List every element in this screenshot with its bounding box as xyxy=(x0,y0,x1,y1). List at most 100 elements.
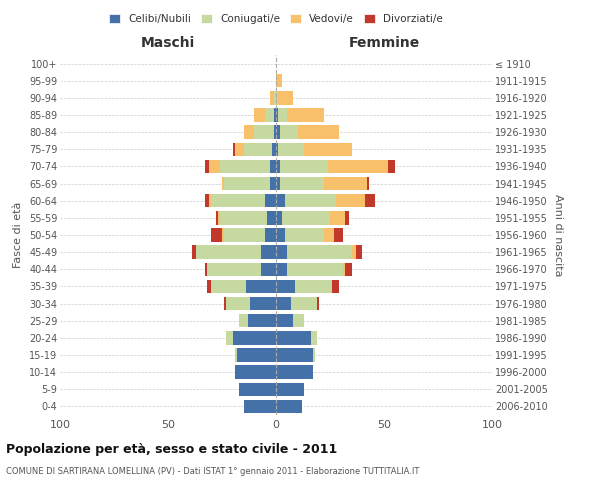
Bar xyxy=(218,211,220,224)
Bar xyxy=(330,211,345,224)
Bar xyxy=(276,400,302,413)
Bar xyxy=(269,91,274,104)
Bar xyxy=(313,348,315,362)
Bar xyxy=(226,297,250,310)
Bar xyxy=(276,348,313,362)
Bar xyxy=(224,228,265,241)
Bar xyxy=(215,211,218,224)
Bar xyxy=(311,331,317,344)
Bar xyxy=(291,297,317,310)
Bar xyxy=(239,314,248,328)
Bar xyxy=(211,280,246,293)
Bar xyxy=(268,211,276,224)
Bar xyxy=(278,108,287,122)
Bar xyxy=(235,348,237,362)
Bar xyxy=(276,108,278,122)
Bar xyxy=(274,108,276,122)
Bar xyxy=(269,160,276,173)
Bar xyxy=(337,194,365,207)
Bar xyxy=(332,280,338,293)
Bar xyxy=(276,228,284,241)
Y-axis label: Anni di nascita: Anni di nascita xyxy=(553,194,563,276)
Bar xyxy=(239,382,276,396)
Bar xyxy=(248,314,276,328)
Bar xyxy=(265,228,276,241)
Text: Femmine: Femmine xyxy=(349,36,419,50)
Bar xyxy=(244,142,272,156)
Bar xyxy=(323,228,334,241)
Bar xyxy=(304,142,352,156)
Y-axis label: Fasce di età: Fasce di età xyxy=(13,202,23,268)
Text: COMUNE DI SARTIRANA LOMELLINA (PV) - Dati ISTAT 1° gennaio 2011 - Elaborazione T: COMUNE DI SARTIRANA LOMELLINA (PV) - Dat… xyxy=(6,468,419,476)
Bar xyxy=(276,74,283,88)
Bar xyxy=(280,177,323,190)
Bar xyxy=(323,177,367,190)
Text: Popolazione per età, sesso e stato civile - 2011: Popolazione per età, sesso e stato civil… xyxy=(6,442,337,456)
Bar xyxy=(278,91,293,104)
Bar xyxy=(220,211,268,224)
Bar xyxy=(205,262,207,276)
Bar xyxy=(209,194,211,207)
Legend: Celibi/Nubili, Coniugati/e, Vedovi/e, Divorziati/e: Celibi/Nubili, Coniugati/e, Vedovi/e, Di… xyxy=(105,10,447,28)
Bar xyxy=(244,126,254,139)
Bar xyxy=(287,246,352,259)
Bar xyxy=(224,297,226,310)
Bar xyxy=(244,400,276,413)
Bar xyxy=(293,314,304,328)
Bar xyxy=(352,246,356,259)
Bar xyxy=(196,246,261,259)
Bar xyxy=(388,160,395,173)
Bar xyxy=(233,142,235,156)
Bar xyxy=(246,280,276,293)
Bar xyxy=(287,108,323,122)
Bar xyxy=(220,160,269,173)
Bar xyxy=(276,280,295,293)
Bar xyxy=(205,194,209,207)
Bar xyxy=(269,177,276,190)
Bar xyxy=(356,246,362,259)
Bar xyxy=(276,331,311,344)
Bar xyxy=(237,348,276,362)
Bar xyxy=(235,142,244,156)
Bar xyxy=(343,262,345,276)
Bar xyxy=(276,142,278,156)
Bar xyxy=(283,211,330,224)
Bar xyxy=(254,108,265,122)
Bar xyxy=(209,160,220,173)
Bar xyxy=(365,194,376,207)
Bar xyxy=(276,177,280,190)
Bar xyxy=(211,228,222,241)
Bar xyxy=(276,262,287,276)
Text: Maschi: Maschi xyxy=(141,36,195,50)
Bar xyxy=(276,297,291,310)
Bar xyxy=(276,91,278,104)
Bar xyxy=(345,262,352,276)
Bar xyxy=(367,177,369,190)
Bar xyxy=(276,194,284,207)
Bar xyxy=(233,331,276,344)
Bar xyxy=(328,160,388,173)
Bar xyxy=(254,126,274,139)
Bar xyxy=(207,262,261,276)
Bar xyxy=(272,142,276,156)
Bar xyxy=(276,246,287,259)
Bar xyxy=(192,246,196,259)
Bar xyxy=(261,262,276,276)
Bar xyxy=(298,126,338,139)
Bar xyxy=(205,160,209,173)
Bar xyxy=(295,280,332,293)
Bar xyxy=(287,262,343,276)
Bar xyxy=(280,160,328,173)
Bar xyxy=(261,246,276,259)
Bar xyxy=(276,126,280,139)
Bar xyxy=(207,280,211,293)
Bar xyxy=(265,194,276,207)
Bar xyxy=(276,314,293,328)
Bar xyxy=(222,228,224,241)
Bar xyxy=(278,142,304,156)
Bar xyxy=(211,194,265,207)
Bar xyxy=(250,297,276,310)
Bar xyxy=(345,211,349,224)
Bar xyxy=(284,228,323,241)
Bar xyxy=(274,91,276,104)
